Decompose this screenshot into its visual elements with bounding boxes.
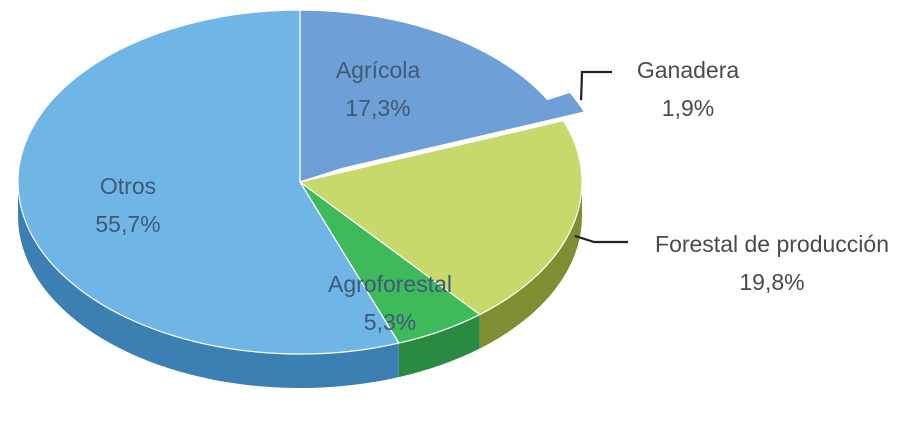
slice-label-agroforestal: Agroforestal: [328, 271, 452, 297]
slice-label-ganadera: Ganadera: [637, 57, 740, 83]
leader-forestal-de-produccion: [574, 234, 628, 244]
pie-slice-agricola: [299, 9, 551, 183]
pie-side-forestal-de-produccion: [479, 182, 582, 349]
pie-slice-otros: [17, 9, 400, 355]
slice-value-ganadera: 1,9%: [662, 95, 714, 121]
slice-value-otros: 55,7%: [95, 211, 160, 237]
slice-label-forestal: Forestal de producción: [655, 231, 889, 257]
pie-tops: [17, 9, 584, 355]
slice-label-otros: Otros: [100, 173, 156, 199]
pie-side-otros: [18, 182, 399, 388]
pie-side-agroforestal: [398, 314, 480, 378]
slice-value-forestal: 19,8%: [739, 269, 804, 295]
pie-sides: [18, 182, 582, 388]
slice-label-agricola: Agrícola: [336, 57, 421, 83]
slice-value-agroforestal: 5,3%: [364, 309, 416, 335]
leader-lines: [574, 70, 628, 244]
slice-value-agricola: 17,3%: [345, 95, 410, 121]
leader-ganadera: [579, 70, 612, 101]
pie-slice-ganadera: [320, 92, 584, 173]
pie-slice-forestal-de-produccion: [298, 120, 583, 316]
